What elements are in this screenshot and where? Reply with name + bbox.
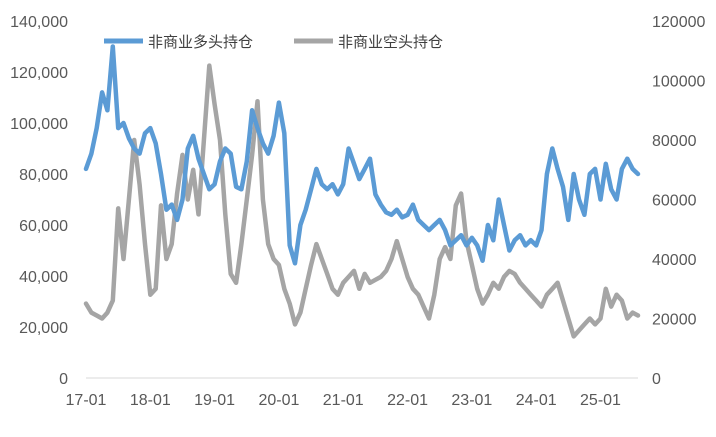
legend-label-short: 非商业空头持仓 [338,33,443,51]
series-line-long [83,44,641,266]
x-tick-label: 21-01 [323,392,364,409]
left-tick-label: 0 [59,371,68,388]
right-tick-label: 20000 [652,312,697,329]
right-tick-label: 60000 [652,193,697,210]
right-tick-label: 40000 [652,252,697,269]
left-tick-label: 40,000 [19,269,68,286]
right-tick-label: 0 [652,371,661,388]
series-layer [83,44,641,339]
left-tick-label: 60,000 [19,218,68,235]
legend-label-long: 非商业多头持仓 [148,33,253,51]
series-line-short [83,63,641,339]
x-tick-label: 22-01 [387,392,428,409]
left-tick-label: 20,000 [19,320,68,337]
legend: 非商业多头持仓 非商业空头持仓 [104,33,443,51]
left-tick-label: 140,000 [10,14,68,31]
x-tick-label: 24-01 [516,392,557,409]
right-tick-label: 80000 [652,133,697,150]
left-tick-label: 120,000 [10,65,68,82]
right-axis-ticks: 0 20000 40000 60000 80000 100000 120000 [652,14,705,388]
right-tick-label: 100000 [652,74,705,91]
x-tick-label: 17-01 [66,392,107,409]
x-tick-label: 23-01 [451,392,492,409]
left-axis-ticks: 0 20,000 40,000 60,000 80,000 100,000 120,000 1… [10,14,68,388]
left-tick-label: 80,000 [19,167,68,184]
x-tick-label: 25-01 [580,392,621,409]
right-tick-label: 120000 [652,14,705,31]
left-tick-label: 100,000 [10,116,68,133]
x-tick-label: 20-01 [258,392,299,409]
x-tick-label: 19-01 [194,392,235,409]
x-tick-label: 18-01 [130,392,171,409]
x-axis-ticks: 17-01 18-01 19-01 20-01 21-01 22-01 23-01 24-01… [66,392,622,409]
